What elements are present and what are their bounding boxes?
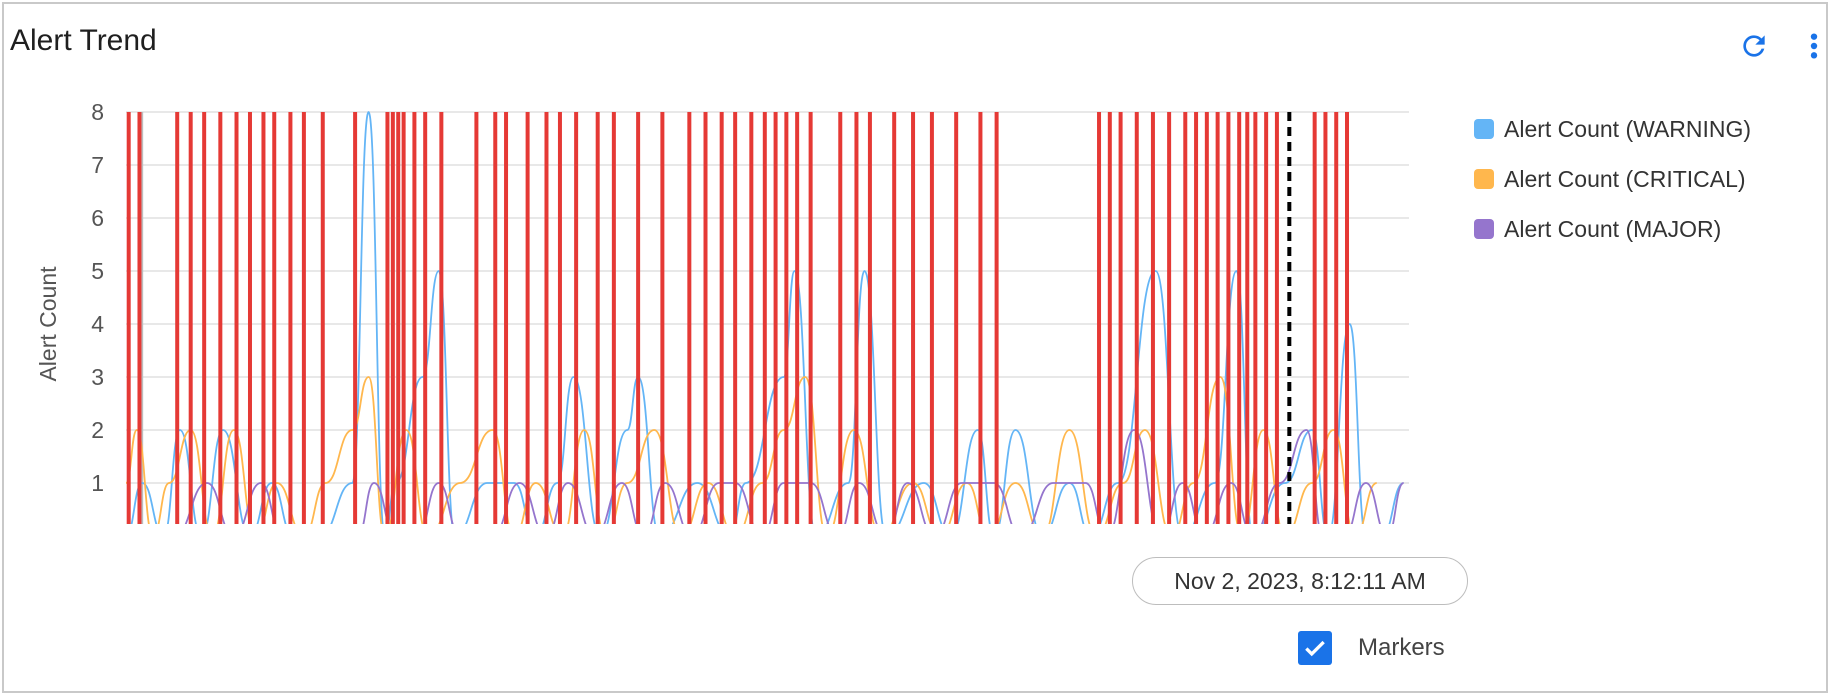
y-tick-label: 5 — [91, 258, 104, 284]
legend-label-major: Alert Count (MAJOR) — [1504, 215, 1722, 242]
legend-label-critical: Alert Count (CRITICAL) — [1504, 165, 1746, 192]
y-tick-label: 7 — [91, 152, 104, 178]
legend-item-major[interactable]: Alert Count (MAJOR) — [1474, 204, 1751, 254]
y-axis-label: Alert Count — [35, 266, 61, 382]
more-options-button[interactable] — [1794, 26, 1830, 66]
legend-swatch-warning — [1474, 119, 1494, 139]
cursor-time-label: Nov 2, 2023, 8:12:11 AM — [1132, 557, 1468, 605]
legend-item-warning[interactable]: Alert Count (WARNING) — [1474, 104, 1751, 154]
markers-label: Markers — [1358, 634, 1445, 661]
markers-toggle[interactable]: Markers — [1298, 631, 1445, 665]
more-vert-icon — [1810, 33, 1818, 59]
y-tick-label: 6 — [91, 205, 104, 231]
alert-trend-chart: 012345678Alert CountNov 1 11AMNov 1 3PMN… — [35, 99, 1409, 524]
series-line-major — [184, 429, 1405, 524]
y-tick-label: 4 — [91, 311, 104, 337]
y-tick-label: 3 — [91, 364, 104, 390]
y-tick-label: 0 — [91, 523, 104, 524]
markers-checkbox[interactable] — [1298, 631, 1332, 665]
y-tick-label: 8 — [91, 99, 104, 125]
check-icon — [1305, 640, 1325, 657]
legend-swatch-critical — [1474, 169, 1494, 189]
refresh-icon — [1743, 35, 1765, 57]
legend-item-critical[interactable]: Alert Count (CRITICAL) — [1474, 154, 1751, 204]
panel-title: Alert Trend — [10, 24, 157, 57]
y-tick-label: 2 — [91, 417, 104, 443]
chart-legend: Alert Count (WARNING) Alert Count (CRITI… — [1474, 104, 1751, 254]
legend-label-warning: Alert Count (WARNING) — [1504, 115, 1752, 142]
y-tick-label: 1 — [91, 470, 104, 496]
refresh-button[interactable] — [1734, 26, 1774, 66]
legend-swatch-major — [1474, 219, 1494, 239]
